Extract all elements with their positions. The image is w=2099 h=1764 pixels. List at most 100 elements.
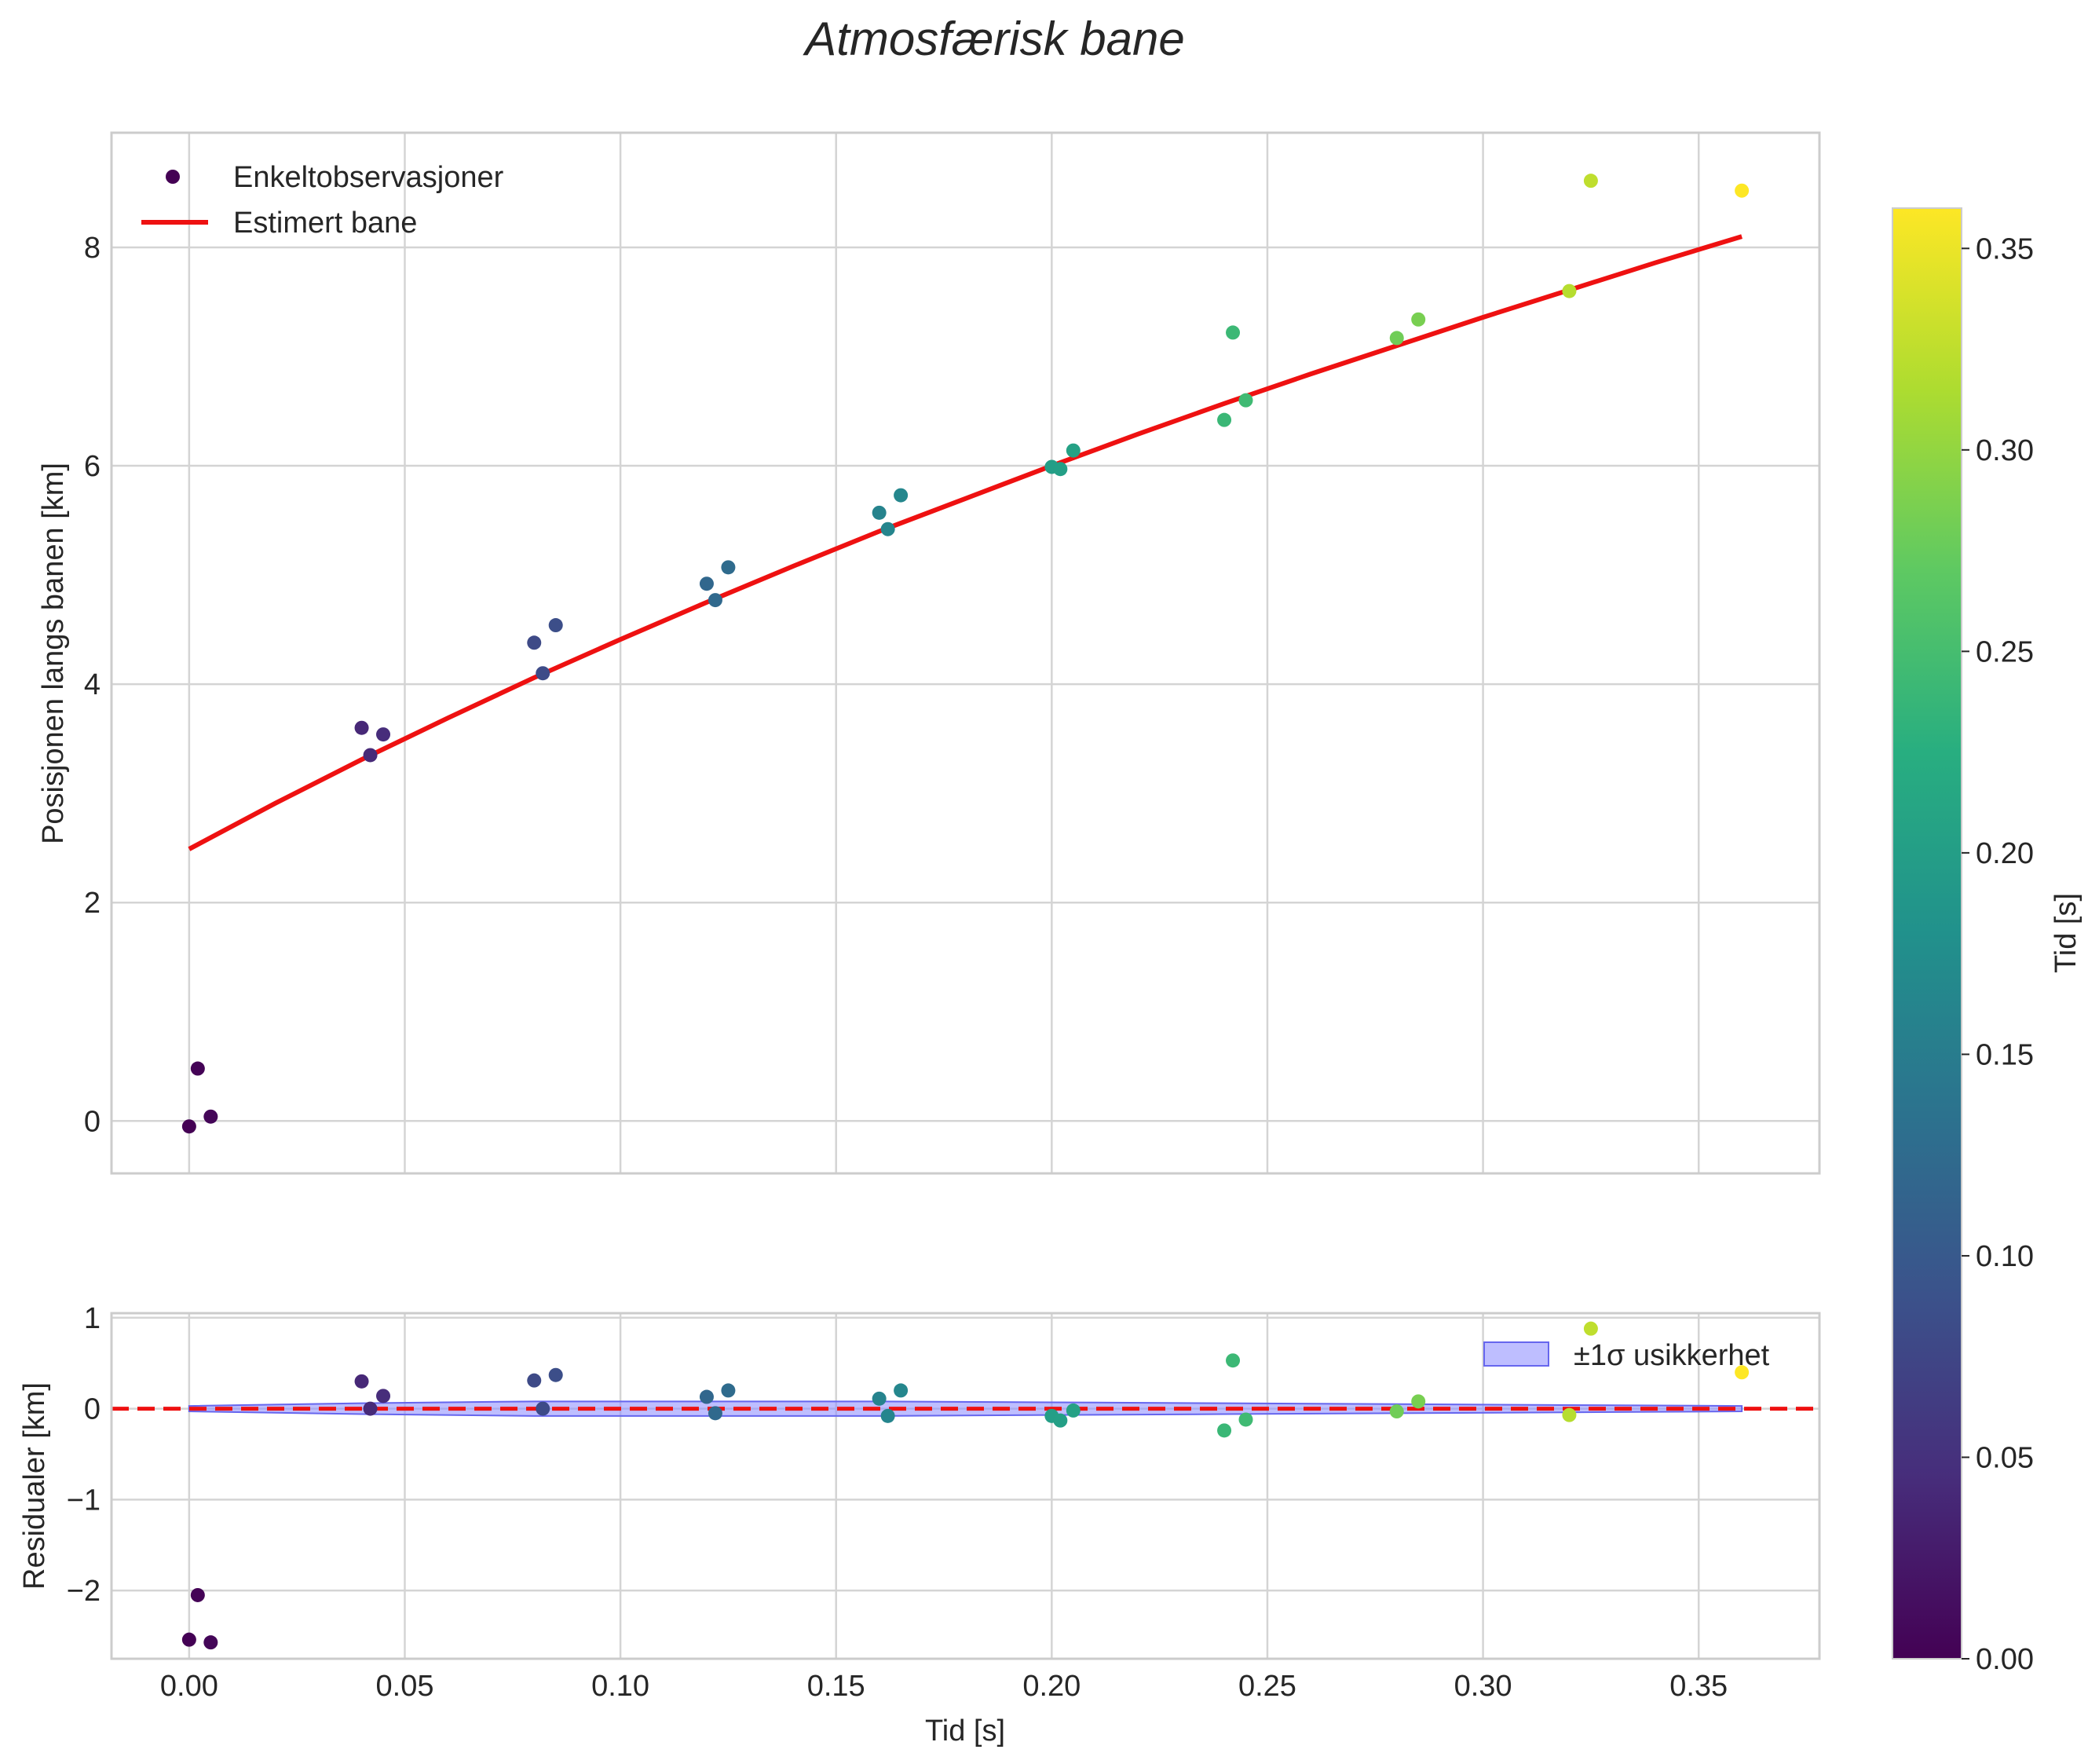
observation-point [203, 1109, 218, 1124]
residual-point [548, 1367, 563, 1382]
observation-point [181, 1119, 196, 1134]
position-y-tick-label: 4 [84, 668, 101, 701]
residual-y-tick-label: 0 [84, 1393, 101, 1426]
residual-point [376, 1389, 391, 1404]
residual-y-tick-label: −2 [67, 1575, 101, 1608]
colorbar-tick-label: 0.10 [1976, 1240, 2034, 1273]
residual-point [354, 1374, 369, 1389]
colorbar-tick-label: 0.05 [1976, 1441, 2034, 1474]
observation-point [1238, 393, 1253, 408]
residual-points [181, 1321, 1750, 1650]
observation-point [1389, 331, 1404, 346]
position-plot-area [112, 133, 1819, 1173]
observation-point [354, 720, 369, 735]
legend-uncertainty-swatch [1483, 1341, 1549, 1367]
observation-point [548, 618, 563, 633]
residual-panel: 0.00 0.05 0.10 0.15 0.20 0.25 0.30 0.35 −2−101 … [18, 1302, 1821, 1748]
residual-point [1238, 1412, 1253, 1427]
residual-point [1583, 1321, 1598, 1336]
observation-point [1053, 462, 1068, 477]
residual-point [1389, 1404, 1404, 1419]
position-panel: 0 2 4 6 8 Posisjonen langs banen [km] Enkelt… [37, 131, 1821, 1175]
residual-point [1735, 1365, 1750, 1380]
observation-point [1735, 183, 1750, 198]
x-tick-label: 0.35 [1669, 1670, 1728, 1703]
colorbar: 0.00 0.05 0.10 0.15 0.20 0.25 0.30 0.35 Tid [s] [1892, 207, 2083, 1676]
x-axis-label: Tid [s] [925, 1715, 1005, 1748]
residual-point [1066, 1403, 1081, 1418]
residual-point [1053, 1413, 1068, 1428]
x-tick-label: 0.10 [591, 1670, 649, 1703]
estimated-trajectory-line [188, 234, 1743, 851]
x-tick-label: 0.30 [1454, 1670, 1512, 1703]
x-tick-label: 0.20 [1022, 1670, 1081, 1703]
legend-observations-label: Enkeltobservasjoner [233, 161, 504, 194]
observation-point [894, 488, 909, 503]
observation-point [536, 666, 550, 681]
uncertainty-band [188, 1400, 1743, 1417]
x-tick-label: 0.00 [160, 1670, 218, 1703]
colorbar-label: Tid [s] [2050, 893, 2083, 973]
colorbar-tick-label: 0.00 [1976, 1643, 2034, 1676]
residual-point [880, 1408, 895, 1423]
residual-y-ticks: −2 −1 0 1 [67, 1302, 101, 1608]
position-y-axis-label: Posisjonen langs banen [km] [37, 463, 70, 844]
residual-point [536, 1401, 550, 1416]
colorbar-ticks: 0.00 0.05 0.10 0.15 0.20 0.25 0.30 0.35 [1962, 232, 2034, 1676]
x-tick-label: 0.15 [807, 1670, 865, 1703]
residual-legend: ±1σ usikkerhet [1483, 1339, 1770, 1372]
colorbar-tick-label: 0.20 [1976, 837, 2034, 870]
legend-uncertainty-label: ±1σ usikkerhet [1574, 1339, 1770, 1372]
colorbar-tick-label: 0.30 [1976, 434, 2034, 467]
observation-point [880, 522, 895, 536]
observation-point [699, 576, 714, 591]
observation-points [181, 174, 1750, 1134]
x-tick-label: 0.05 [376, 1670, 434, 1703]
colorbar-gradient [1892, 207, 1962, 1660]
observation-point [721, 560, 736, 575]
colorbar-tick-label: 0.25 [1976, 635, 2034, 668]
residual-point [708, 1406, 722, 1421]
position-grid [112, 133, 1819, 1173]
residual-y-tick-label: 1 [84, 1302, 101, 1335]
observation-point [363, 748, 378, 763]
observation-point [872, 505, 887, 520]
observation-point [190, 1061, 205, 1076]
residual-point [1411, 1394, 1426, 1409]
position-y-tick-label: 0 [84, 1105, 101, 1138]
residual-point [1217, 1423, 1232, 1438]
observation-point [1226, 325, 1241, 340]
residual-x-ticks: 0.00 0.05 0.10 0.15 0.20 0.25 0.30 0.35 [160, 1670, 1728, 1703]
residual-point [181, 1632, 196, 1647]
residual-y-axis-label: Residualer [km] [18, 1382, 51, 1590]
residual-point [363, 1401, 378, 1416]
residual-point [699, 1389, 714, 1404]
position-plot-frame [110, 131, 1821, 1175]
observation-point [1562, 284, 1577, 298]
position-y-ticks: 0 2 4 6 8 [84, 232, 101, 1138]
residual-point [721, 1383, 736, 1398]
residual-plot-area [112, 1313, 1819, 1659]
residual-y-tick-label: −1 [67, 1484, 101, 1517]
residual-point [1562, 1407, 1577, 1422]
residual-point [1226, 1353, 1241, 1368]
observation-point [1411, 312, 1426, 327]
legend-fit-label: Estimert bane [233, 207, 417, 240]
position-y-tick-label: 8 [84, 232, 101, 265]
observation-point [1217, 412, 1232, 427]
position-legend: Enkeltobservasjoner Estimert bane [141, 161, 504, 240]
residual-point [894, 1383, 909, 1398]
residual-point [527, 1373, 542, 1388]
legend-observation-marker [166, 170, 180, 184]
residual-point [190, 1587, 205, 1602]
chart-title: Atmosfærisk bane [803, 13, 1185, 65]
observation-point [1583, 174, 1598, 188]
residual-plot-frame [110, 1312, 1821, 1660]
residual-point [203, 1635, 218, 1650]
position-y-tick-label: 2 [84, 887, 101, 920]
x-tick-label: 0.25 [1238, 1670, 1296, 1703]
residual-point [872, 1391, 887, 1406]
colorbar-tick-label: 0.15 [1976, 1038, 2034, 1071]
observation-point [708, 593, 722, 608]
